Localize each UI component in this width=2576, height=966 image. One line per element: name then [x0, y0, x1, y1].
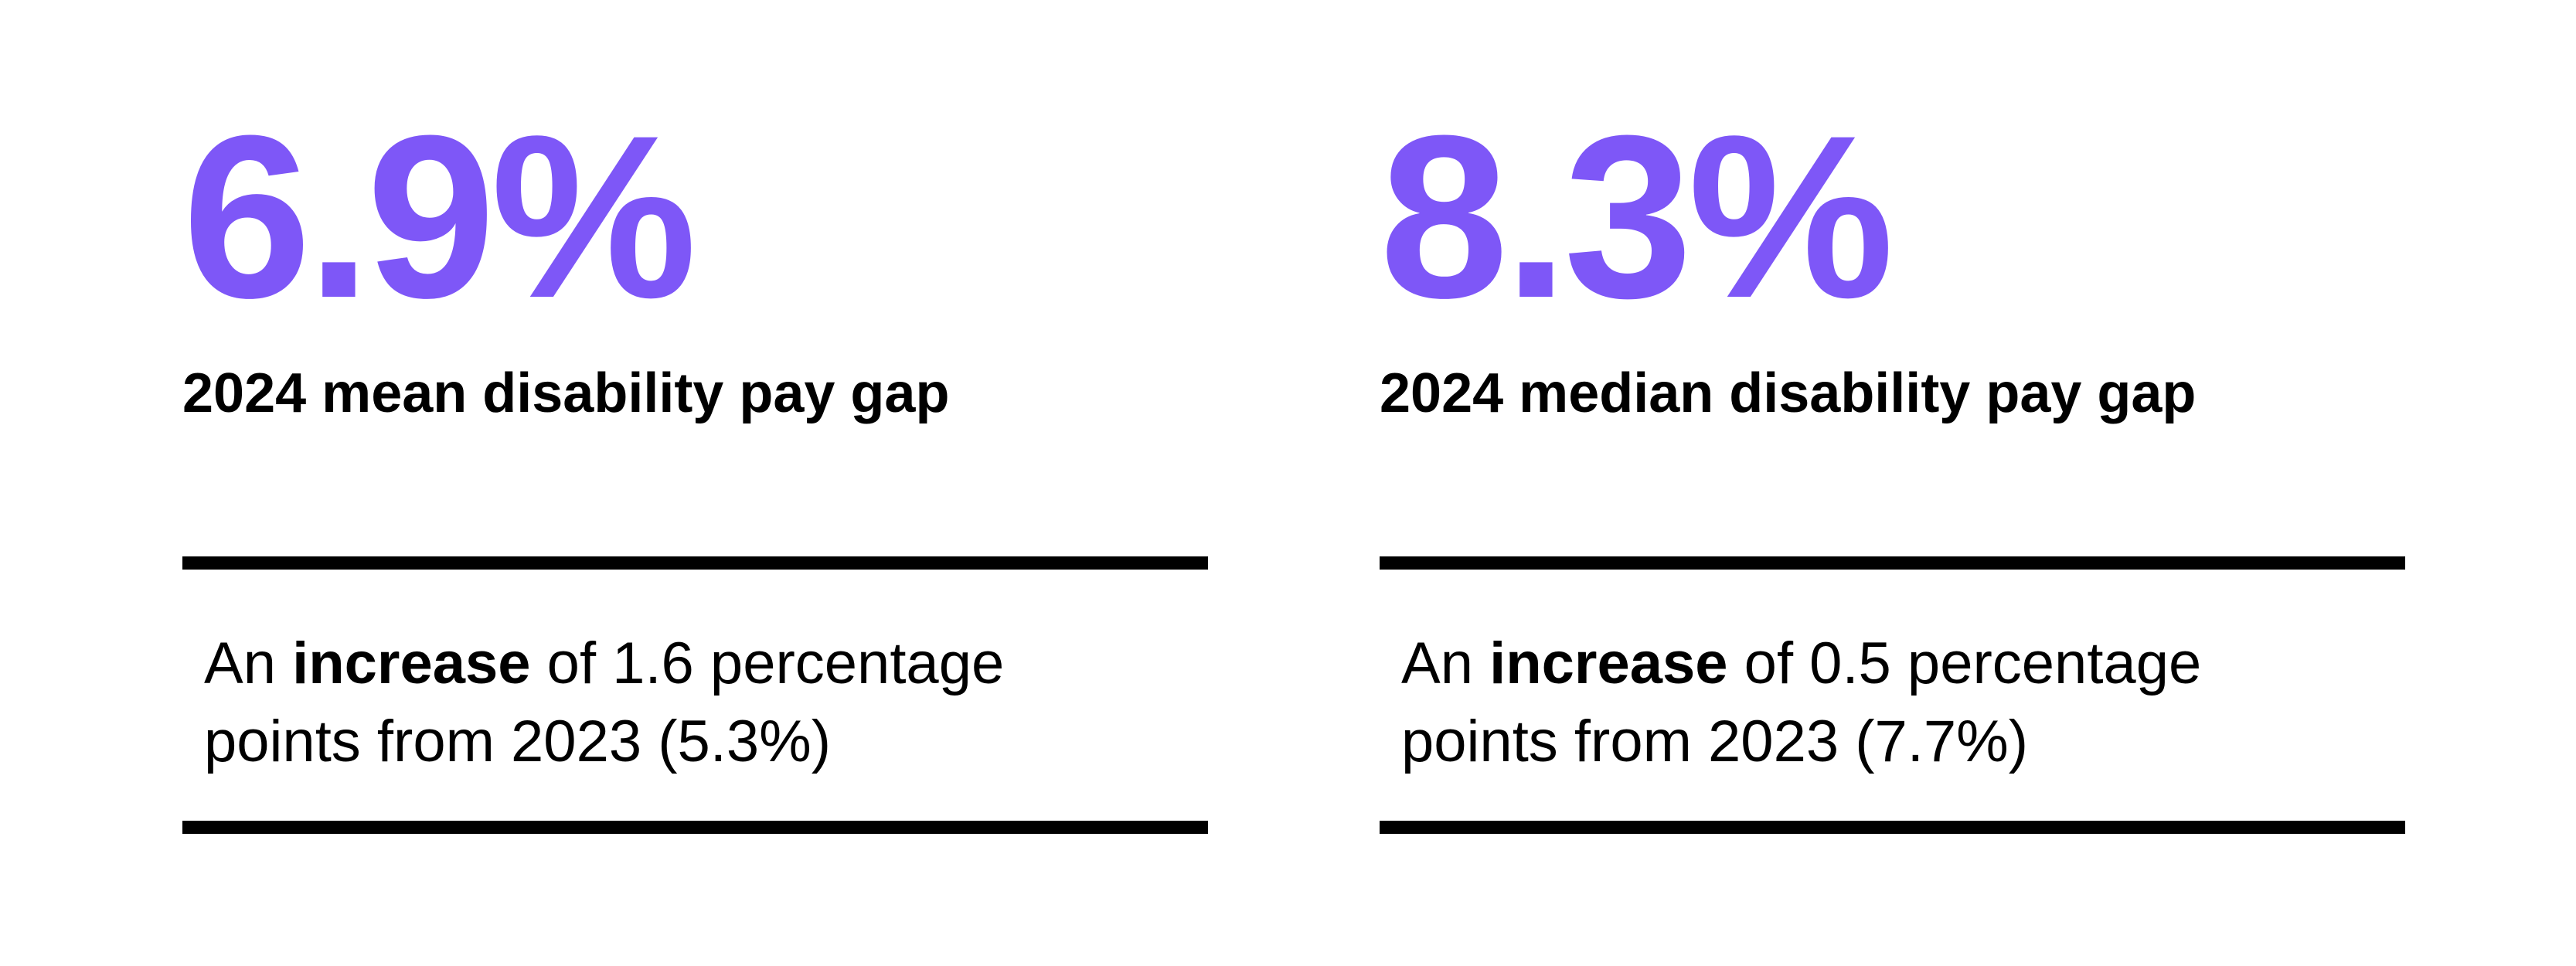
top-divider [1380, 556, 2405, 570]
change-prefix: An [204, 631, 276, 696]
median-pay-gap-value: 8.3% [1380, 87, 1894, 346]
change-middle: of 1.6 percentage [546, 631, 1005, 696]
change-prefix: An [1401, 631, 1473, 696]
median-pay-gap-change: An increase of 0.5 percentage points fro… [1401, 624, 2391, 781]
bottom-divider [1380, 821, 2405, 834]
mean-pay-gap-label: 2024 mean disability pay gap [182, 362, 950, 424]
mean-pay-gap-change: An increase of 1.6 percentage points fro… [204, 624, 1193, 781]
change-line-1: An increase of 1.6 percentage [204, 624, 1193, 702]
mean-pay-gap-value: 6.9% [182, 87, 697, 346]
change-line-1: An increase of 0.5 percentage [1401, 624, 2391, 702]
change-line-2: points from 2023 (7.7%) [1401, 709, 2029, 774]
stat-mean-pay-gap: 6.9% 2024 mean disability pay gap An inc… [182, 0, 1210, 966]
change-emphasis: increase [1489, 631, 1728, 696]
bottom-divider [182, 821, 1208, 834]
change-middle: of 0.5 percentage [1744, 631, 2202, 696]
median-pay-gap-label: 2024 median disability pay gap [1380, 362, 2197, 424]
top-divider [182, 556, 1208, 570]
stat-median-pay-gap: 8.3% 2024 median disability pay gap An i… [1380, 0, 2408, 966]
change-emphasis: increase [292, 631, 531, 696]
change-line-2: points from 2023 (5.3%) [204, 709, 832, 774]
